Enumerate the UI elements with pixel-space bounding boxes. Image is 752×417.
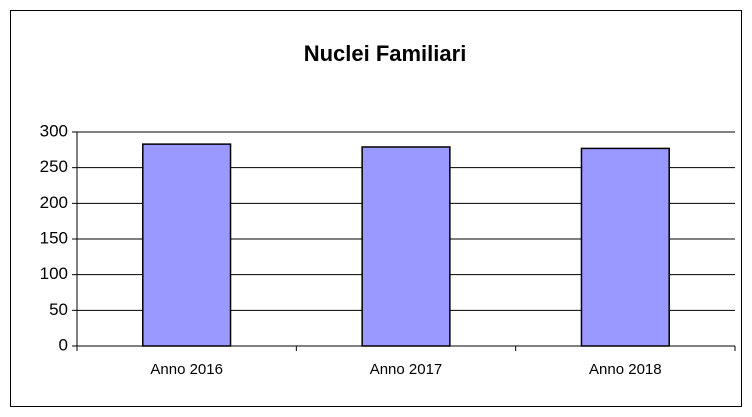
x-tick-label: Anno 2016: [150, 361, 223, 378]
x-tick-label: Anno 2018: [589, 361, 662, 378]
y-tick-label: 200: [40, 193, 68, 212]
bar: [142, 143, 232, 347]
bar: [580, 147, 670, 347]
x-tick-label: Anno 2017: [370, 361, 443, 378]
y-tick-label: 0: [59, 335, 68, 354]
y-tick-label: 150: [40, 228, 68, 247]
bar: [361, 146, 451, 347]
y-tick-label: 50: [49, 300, 68, 319]
y-tick-label: 250: [40, 157, 68, 176]
y-tick-label: 300: [40, 121, 68, 140]
chart-title: Nuclei Familiari: [304, 41, 467, 66]
y-tick-label: 100: [40, 264, 68, 283]
